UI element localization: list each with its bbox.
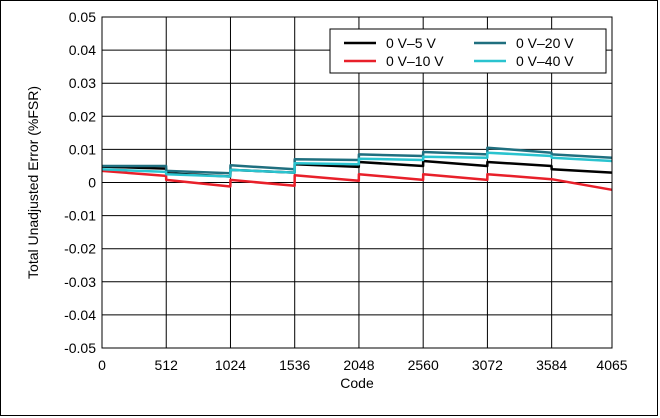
legend: 0 V–5 V 0 V–20 V 0 V–10 V 0 V–40 V [329,28,607,74]
x-tick-label: 1024 [215,357,246,373]
y-tick-label: -0.04 [64,307,96,323]
x-tick-label: 2560 [408,357,439,373]
y-tick-label: -0.05 [64,340,96,356]
series-line [101,151,613,178]
legend-label: 0 V–20 V [516,35,574,51]
y-tick-label: 0.04 [69,42,96,58]
y-tick-label: 0.01 [69,141,96,157]
series-layer [101,146,613,192]
x-axis-title: Code [340,375,374,391]
y-tick-label: -0.01 [64,208,96,224]
legend-label: 0 V–5 V [386,35,436,51]
x-tick-label: 3584 [536,357,567,373]
legend-label: 0 V–10 V [386,53,444,69]
x-tick-label: 4065 [596,357,627,373]
x-tick-label: 3072 [472,357,503,373]
x-tick-label: 0 [98,357,106,373]
y-tick-label: 0.05 [69,9,96,25]
series-line [102,146,613,175]
plot-border [101,16,613,349]
y-tick-labels: -0.05 -0.04 -0.03 -0.02 -0.01 0 0.01 0.02 0.03 0.… [64,9,96,356]
y-tick-label: 0 [88,175,96,191]
x-tick-labels: 0 512 1024 1536 2048 2560 3072 3584 4065 [98,357,628,373]
legend-label: 0 V–40 V [516,53,574,69]
legend-box [329,28,607,74]
y-tick-label: 0.02 [69,108,96,124]
x-tick-label: 2048 [343,357,374,373]
x-tick-label: 1536 [279,357,310,373]
y-axis-title: Total Unadjusted Error (%FSR) [25,86,41,279]
y-tick-label: -0.02 [64,241,96,257]
y-tick-label: 0.03 [69,75,96,91]
series-line [101,169,613,192]
x-tick-label: 512 [155,357,179,373]
y-tick-label: -0.03 [64,274,96,290]
